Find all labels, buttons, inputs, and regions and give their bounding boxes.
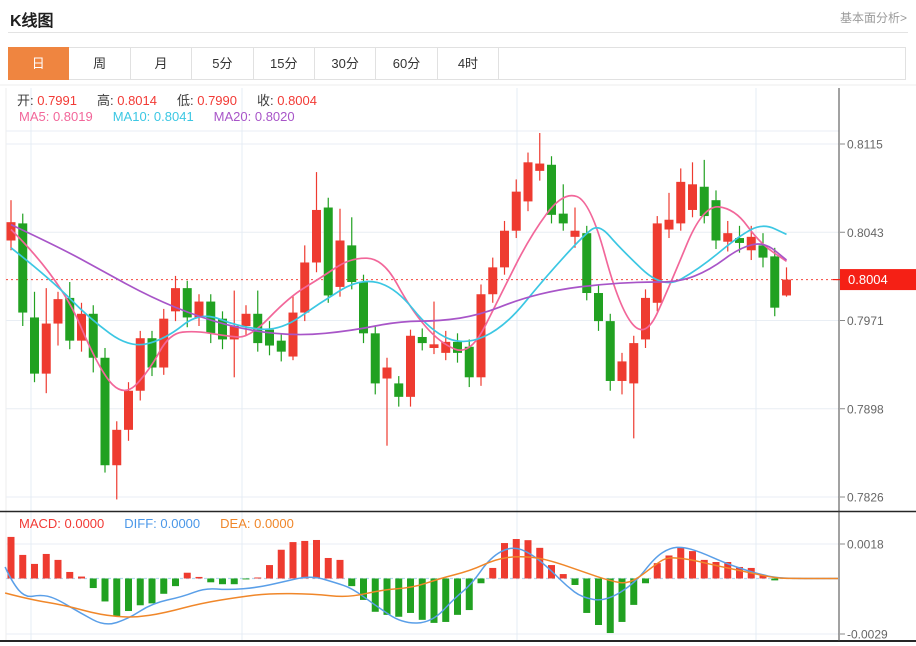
macd-legend-item: DIFF: 0.0000 bbox=[124, 516, 201, 531]
ma-legend-item: MA5: 0.8019 bbox=[19, 109, 93, 124]
tab-5分[interactable]: 5分 bbox=[192, 48, 254, 79]
svg-text:0.8043: 0.8043 bbox=[847, 226, 884, 240]
ohlc-legend: 开: 0.7991 高: 0.8014 低: 0.7990 收: 0.8004 bbox=[17, 90, 337, 109]
ohlc-legend-item: 开: 0.7991 bbox=[17, 93, 77, 108]
diff-line bbox=[4, 546, 838, 625]
svg-text:-0.0029: -0.0029 bbox=[847, 628, 888, 642]
macd-legend-item: DEA: 0.0000 bbox=[220, 516, 294, 531]
tab-60分[interactable]: 60分 bbox=[376, 48, 438, 79]
candles-layer bbox=[6, 133, 791, 500]
tab-周[interactable]: 周 bbox=[69, 48, 131, 79]
ma-legend-item: MA10: 0.8041 bbox=[112, 109, 194, 124]
svg-text:0.8115: 0.8115 bbox=[847, 138, 883, 152]
price-axis-labels: 0.8115 0.8043 0.7971 0.7898 0.7826 0.0018 -0.0… bbox=[840, 138, 888, 642]
ma-legend: MA5: 0.8019 MA10: 0.8041 MA20: 0.8020 bbox=[19, 109, 315, 124]
ma20-line bbox=[10, 223, 788, 336]
svg-text:0.7826: 0.7826 bbox=[847, 491, 884, 505]
fundamental-analysis-link[interactable]: 基本面分析> bbox=[839, 11, 907, 25]
tab-4时[interactable]: 4时 bbox=[437, 48, 500, 79]
svg-text:0.0018: 0.0018 bbox=[847, 538, 884, 552]
macd-legend-item: MACD: 0.0000 bbox=[19, 516, 105, 531]
macd-legend: MACD: 0.0000 DIFF: 0.0000 DEA: 0.0000 bbox=[19, 516, 314, 531]
svg-text:0.7971: 0.7971 bbox=[847, 314, 884, 328]
current-price-tag: 0.8004 bbox=[833, 269, 916, 291]
tab-30分[interactable]: 30分 bbox=[314, 48, 377, 79]
ohlc-legend-item: 低: 0.7990 bbox=[177, 93, 237, 108]
svg-text:0.7898: 0.7898 bbox=[847, 402, 884, 416]
page-title: K线图 bbox=[10, 13, 54, 30]
tab-15分[interactable]: 15分 bbox=[253, 48, 315, 79]
ohlc-legend-item: 高: 0.8014 bbox=[97, 93, 157, 108]
period-tab-bar: 日周月 5分 15分 30分 60分 4时 bbox=[8, 47, 906, 80]
dea-line bbox=[4, 556, 838, 618]
tab-月[interactable]: 月 bbox=[130, 48, 193, 79]
ohlc-legend-item: 收: 0.8004 bbox=[257, 93, 317, 108]
header-divider bbox=[8, 32, 908, 33]
svg-text:0.8004: 0.8004 bbox=[848, 272, 888, 287]
ma-legend-item: MA20: 0.8020 bbox=[213, 109, 295, 124]
tab-日[interactable]: 日 bbox=[8, 47, 70, 80]
